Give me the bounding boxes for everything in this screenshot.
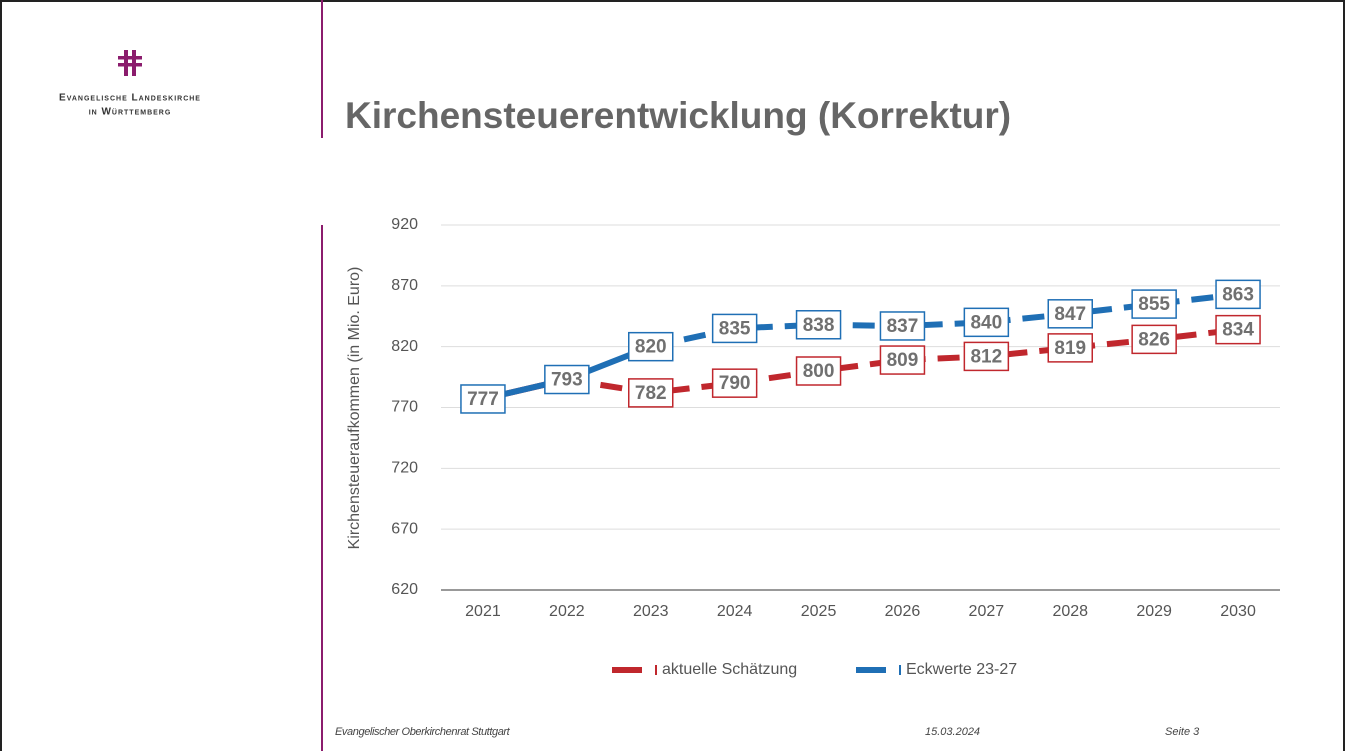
value-label-box xyxy=(1215,279,1261,310)
x-tick-label: 2026 xyxy=(885,603,921,620)
x-tick-label: 2022 xyxy=(549,603,585,620)
value-label-box xyxy=(711,368,758,398)
value-label-box xyxy=(795,310,842,340)
x-tick-label: 2030 xyxy=(1220,603,1256,620)
x-tick-label: 2024 xyxy=(717,603,753,620)
value-label: 790 xyxy=(719,373,751,394)
value-label: 819 xyxy=(1054,338,1086,359)
value-label: 840 xyxy=(970,312,1002,333)
footer-text: Evangelischer Oberkirchenrat Stuttgart xyxy=(335,726,511,738)
series-line xyxy=(566,326,1239,396)
y-tick-label: 720 xyxy=(391,460,418,477)
legend-label: aktuelle Schätzung xyxy=(662,661,797,678)
value-label-box xyxy=(963,341,1010,372)
value-label-box xyxy=(879,345,926,375)
x-tick-label: 2023 xyxy=(633,603,669,620)
value-label: 809 xyxy=(887,350,919,371)
value-label-box xyxy=(879,311,926,341)
value-label: 863 xyxy=(1222,284,1254,305)
value-label: 834 xyxy=(1222,320,1254,341)
y-tick-label: 920 xyxy=(391,216,418,233)
footer-page: Seite 3 xyxy=(1165,726,1200,738)
x-tick-label: 2025 xyxy=(801,603,837,620)
value-label-box xyxy=(460,384,506,414)
slide-title: Kirchensteuerentwicklung (Korrektur) xyxy=(345,95,1011,136)
y-axis-label: Kirchensteueraufkommen (in Mio. Euro) xyxy=(346,267,363,550)
y-tick-label: 870 xyxy=(391,277,418,294)
value-label-box xyxy=(628,378,674,408)
x-tick-label: 2021 xyxy=(465,603,501,620)
value-label-box xyxy=(711,313,758,344)
y-tick-label: 620 xyxy=(391,581,418,598)
value-label-box xyxy=(1047,299,1093,329)
value-label-box xyxy=(544,364,590,395)
legend-label: Eckwerte 23-27 xyxy=(906,661,1017,678)
value-label: 847 xyxy=(1054,304,1086,325)
value-label: 782 xyxy=(635,383,667,404)
logo-text: in Württemberg xyxy=(89,107,172,118)
x-tick-label: 2027 xyxy=(969,603,1005,620)
x-tick-label: 2029 xyxy=(1136,603,1172,620)
footer-date: 15.03.2024 xyxy=(925,726,980,738)
value-label-box xyxy=(963,307,1010,338)
value-label: 837 xyxy=(887,316,919,337)
value-label: 826 xyxy=(1138,329,1170,350)
value-label: 855 xyxy=(1138,294,1170,315)
value-label: 793 xyxy=(551,370,583,391)
value-label: 800 xyxy=(803,361,835,382)
value-label: 835 xyxy=(719,318,751,339)
y-tick-label: 670 xyxy=(391,520,418,537)
value-label: 820 xyxy=(635,337,667,358)
value-label-box xyxy=(1215,314,1261,345)
value-label: 838 xyxy=(803,315,835,336)
value-label: 812 xyxy=(970,346,1002,367)
logo-text: Evangelische Landeskirche xyxy=(59,93,201,104)
value-label-box xyxy=(1131,324,1177,355)
value-label-box xyxy=(1131,289,1177,319)
y-tick-label: 770 xyxy=(391,399,418,416)
value-label: 777 xyxy=(467,389,499,410)
logo-cross xyxy=(118,50,142,76)
x-tick-label: 2028 xyxy=(1052,603,1088,620)
value-label-box xyxy=(795,356,842,386)
value-label-box xyxy=(1047,333,1093,363)
y-tick-label: 820 xyxy=(391,338,418,355)
value-label-box xyxy=(628,331,674,362)
